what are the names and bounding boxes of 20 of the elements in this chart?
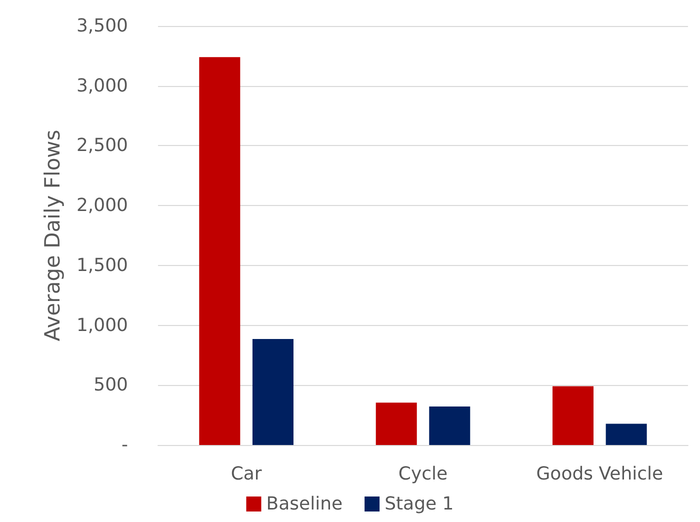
- bar: [606, 424, 647, 445]
- y-tick-label: 2,500: [76, 135, 128, 156]
- y-tick-label: 2,000: [76, 195, 128, 216]
- x-tick-label: Cycle: [398, 464, 448, 484]
- y-tick-label: 1,000: [76, 314, 128, 336]
- bar: [199, 57, 240, 445]
- bar: [429, 406, 470, 445]
- x-tick-label: Car: [230, 464, 262, 484]
- bar: [552, 386, 594, 445]
- y-tick-label: 500: [94, 374, 128, 396]
- bar: [252, 339, 294, 445]
- y-axis-title: Average Daily Flows: [40, 130, 64, 342]
- y-tick-label: -: [122, 434, 128, 456]
- legend-label: Stage 1: [384, 494, 454, 514]
- y-tick-label: 3,000: [76, 75, 128, 96]
- bar: [376, 402, 417, 445]
- x-tick-label: Goods Vehicle: [536, 464, 664, 484]
- y-tick-label: 3,500: [76, 16, 128, 36]
- legend-label: Baseline: [266, 494, 343, 514]
- y-tick-label: 1,500: [76, 254, 128, 276]
